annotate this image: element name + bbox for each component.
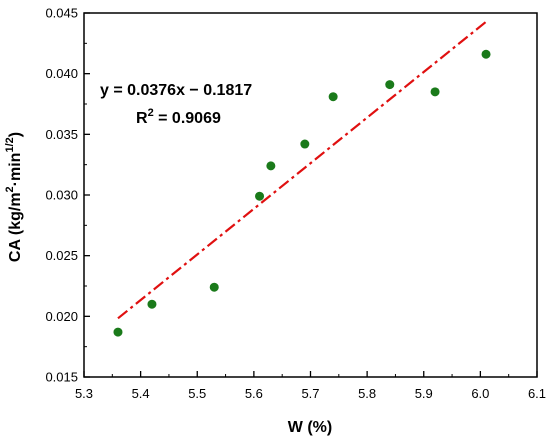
- x-tick-label: 5.4: [132, 386, 150, 401]
- data-point: [385, 80, 395, 90]
- data-point: [481, 49, 491, 59]
- equation-label: y = 0.0376x − 0.1817: [100, 82, 252, 99]
- y-tick-label: 0.015: [45, 370, 78, 385]
- x-tick-label: 5.8: [358, 386, 376, 401]
- data-point: [266, 161, 276, 171]
- r2-label: R2 = 0.9069: [136, 107, 221, 127]
- x-axis-title: W (%): [288, 419, 332, 436]
- axes: [83, 12, 538, 378]
- fit-line: [117, 20, 487, 320]
- x-tick-label: 5.6: [245, 386, 263, 401]
- fit-line-layer: [117, 20, 487, 320]
- x-tick-label: 6.1: [528, 386, 546, 401]
- data-point: [209, 282, 219, 292]
- y-tick-label: 0.045: [45, 6, 78, 21]
- x-tick-label: 5.9: [415, 386, 433, 401]
- x-tick-label: 5.5: [188, 386, 206, 401]
- data-point: [113, 327, 123, 337]
- data-point: [255, 191, 265, 201]
- data-point: [147, 299, 157, 309]
- y-tick-label: 0.020: [45, 309, 78, 324]
- x-tick-label: 6.0: [471, 386, 489, 401]
- data-point: [300, 139, 310, 149]
- plot-frame: [83, 12, 538, 378]
- data-point: [430, 87, 440, 97]
- points-layer: [113, 49, 491, 337]
- data-point: [328, 92, 338, 102]
- x-tick-label: 5.7: [301, 386, 319, 401]
- y-tick-label: 0.035: [45, 127, 78, 142]
- x-tick-label: 5.3: [75, 386, 93, 401]
- y-axis-title: CA (kg/m2·min1/2): [4, 132, 24, 262]
- ticks: 5.3 5.4 5.5 5.6 5.7 5.8 5.9 6.0 6.1 0.015 0.020 0.0…: [45, 6, 546, 402]
- y-tick-label: 0.025: [45, 248, 78, 263]
- y-tick-label: 0.040: [45, 66, 78, 81]
- y-tick-label: 0.030: [45, 188, 78, 203]
